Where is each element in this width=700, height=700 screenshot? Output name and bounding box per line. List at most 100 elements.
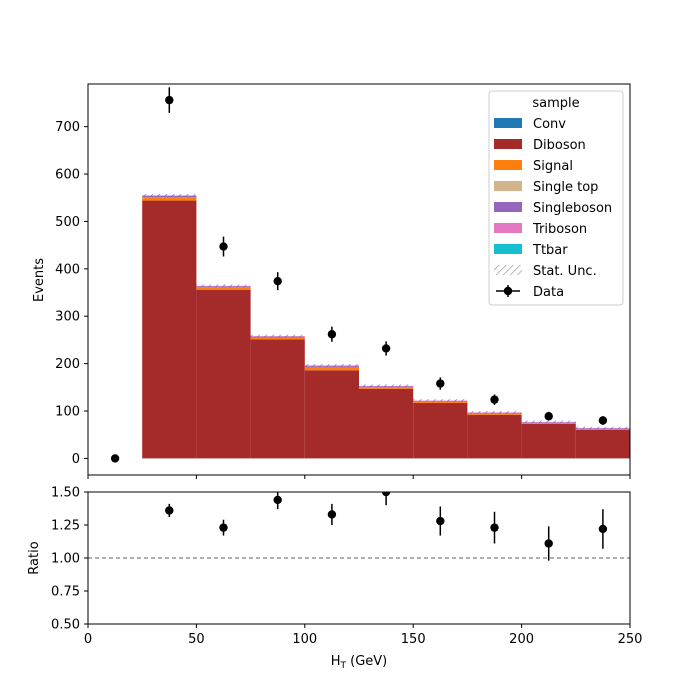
stat-uncertainty-bands: [142, 193, 630, 430]
data-marker: [327, 330, 337, 339]
data-marker: [598, 416, 608, 425]
legend-label: Single top: [533, 180, 598, 195]
bar-diboson-bin-1: [142, 200, 197, 459]
bar-signal-bin-7: [467, 413, 522, 415]
legend-entry-data: Data: [496, 285, 564, 300]
ratio-marker: [436, 516, 445, 526]
ratio-point: [273, 492, 282, 510]
legend-label: Singleboson: [533, 201, 612, 216]
bar-signal-bin-4: [304, 367, 359, 371]
stat-unc-bin-7: [467, 411, 522, 414]
y-tick-label: 100: [55, 405, 80, 420]
bar-diboson-bin-6: [413, 402, 468, 459]
data-point: [219, 236, 228, 257]
ratio-point: [598, 509, 608, 549]
ratio-marker: [544, 539, 553, 548]
y-tick-label: 300: [55, 310, 80, 325]
x-tick-label: 150: [401, 632, 426, 647]
ratio-marker: [490, 523, 499, 532]
data-marker: [544, 412, 553, 421]
ratio-y-tick-label: 1.00: [51, 552, 80, 567]
y-tick-label: 500: [55, 215, 80, 230]
ratio-plot-panel: 0.50 0.75 1.00 1.25 1.50 0 50 100 150 200 250 Rat…: [27, 486, 643, 672]
ratio-point: [165, 503, 174, 518]
x-axis-label: HT (GeV): [331, 654, 388, 671]
bar-signal-bin-5: [359, 387, 414, 389]
legend-swatch: [494, 244, 522, 254]
stacked-histogram: [142, 195, 630, 459]
bar-signal-bin-6: [413, 401, 468, 403]
data-point: [327, 326, 337, 342]
data-point: [490, 394, 499, 405]
legend-entry-singleboson: Singleboson: [494, 201, 612, 216]
bar-signal-bin-9: [575, 429, 630, 430]
data-marker: [436, 379, 445, 388]
main-plot-panel: 0 100 200 300 400 500 600 700 Events sample Con…: [32, 83, 631, 479]
bar-signal-bin-3: [250, 337, 305, 340]
data-point: [436, 377, 445, 390]
main-plot-frame: [87, 83, 631, 476]
x-tick-label: 200: [509, 632, 534, 647]
ratio-marker: [219, 523, 228, 532]
y-tick-label: 700: [55, 120, 80, 135]
main-y-axis: 0 100 200 300 400 500 600 700: [55, 120, 88, 467]
bar-diboson-bin-2: [196, 289, 251, 459]
data-marker: [165, 95, 174, 105]
legend-swatch: [494, 118, 522, 128]
x-tick-label: 0: [84, 632, 92, 647]
ratio-x-axis: 0 50 100 150 200 250: [84, 624, 643, 647]
y-tick-label: 0: [72, 452, 80, 467]
data-marker: [381, 344, 391, 353]
legend-label: Signal: [533, 159, 573, 174]
main-y-axis-label: Events: [32, 258, 47, 302]
stat-unc-bin-9: [575, 426, 630, 430]
legend-swatch: [494, 265, 522, 275]
bar-diboson-bin-7: [467, 414, 522, 459]
main-x-axis-ticks: [87, 475, 631, 479]
legend-entry-triboson: Triboson: [494, 222, 587, 237]
data-marker: [219, 242, 228, 251]
ratio-y-tick-label: 0.50: [51, 618, 80, 633]
data-point: [165, 87, 174, 113]
legend-entry-stat-unc: Stat. Unc.: [494, 264, 597, 279]
ratio-y-axis: 0.50 0.75 1.00 1.25 1.50: [51, 486, 88, 633]
data-marker: [273, 276, 282, 286]
ratio-y-tick-label: 0.75: [51, 585, 80, 600]
bar-signal-bin-1: [142, 197, 197, 201]
legend-swatch: [494, 202, 522, 212]
ratio-point: [436, 506, 445, 536]
data-point: [110, 454, 120, 463]
ratio-marker: [327, 510, 337, 519]
legend-swatch: [494, 139, 522, 149]
ratio-marker: [598, 524, 608, 534]
ratio-point: [490, 511, 499, 544]
data-marker: [110, 454, 120, 463]
bar-diboson-bin-5: [359, 388, 414, 459]
y-tick-label: 600: [55, 168, 80, 183]
ratio-y-tick-label: 1.25: [51, 519, 80, 534]
legend-entry-diboson: Diboson: [494, 138, 586, 153]
legend-entry-signal: Signal: [494, 159, 573, 174]
x-tick-label: 50: [188, 632, 205, 647]
legend-label: Conv: [533, 117, 566, 132]
legend-entry-ttbar: Ttbar: [494, 243, 568, 258]
data-point: [598, 416, 608, 425]
bar-diboson-bin-9: [575, 429, 630, 459]
ratio-point: [219, 519, 228, 536]
legend-label: Triboson: [532, 222, 587, 237]
x-tick-label: 250: [618, 632, 643, 647]
stat-unc-bin-5: [359, 384, 414, 388]
legend-label: Ttbar: [532, 243, 568, 258]
data-point: [381, 341, 391, 356]
stat-unc-bin-1: [142, 193, 197, 197]
bar-diboson-bin-4: [304, 370, 359, 459]
stat-unc-bin-8: [521, 420, 576, 424]
ratio-y-tick-label: 1.50: [51, 486, 80, 501]
y-tick-label: 200: [55, 357, 80, 372]
ratio-point: [327, 503, 337, 525]
legend-label: Stat. Unc.: [533, 264, 597, 279]
legend-entry-conv: Conv: [494, 117, 566, 132]
legend-swatch: [494, 223, 522, 233]
y-tick-label: 400: [55, 262, 80, 277]
